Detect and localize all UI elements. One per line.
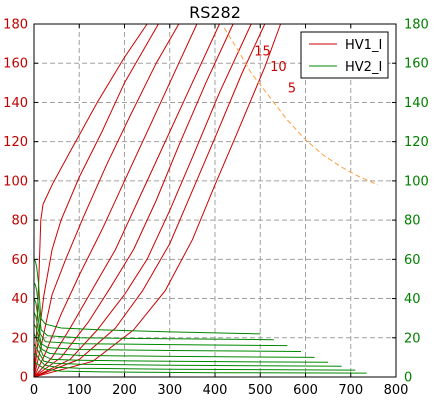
hv1-curve-4 xyxy=(33,23,198,378)
y-tick-label-right: 20 xyxy=(404,331,421,346)
x-tick-label: 400 xyxy=(203,383,228,398)
x-tick-label: 800 xyxy=(384,383,409,398)
hv1-curve-8 xyxy=(33,23,266,378)
y-tick-label-left: 0 xyxy=(20,371,28,386)
hv2-curve-8 xyxy=(33,353,356,371)
y-tick-label-left: 180 xyxy=(3,18,28,33)
curve-annotation: 15 xyxy=(254,44,271,59)
y-tick-label-left: 20 xyxy=(11,331,28,346)
y-tick-label-right: 60 xyxy=(404,253,421,268)
chart-title: RS282 xyxy=(189,3,241,22)
y-tick-label-left: 100 xyxy=(3,174,28,189)
legend-label: HV2_I xyxy=(345,60,382,75)
power-limit-curve xyxy=(223,27,379,186)
hv2-curve-5 xyxy=(33,323,315,358)
y-tick-label-right: 40 xyxy=(404,292,421,307)
y-tick-label-left: 40 xyxy=(11,292,28,307)
x-tick-label: 300 xyxy=(157,383,182,398)
hv1-curve-3 xyxy=(33,23,180,378)
legend-label: HV1_I xyxy=(345,38,382,53)
hv2-curve-9 xyxy=(33,360,367,374)
hv2-curve-2 xyxy=(33,282,274,341)
y-tick-label-right: 0 xyxy=(404,371,412,386)
y-tick-label-right: 180 xyxy=(404,18,429,33)
hv1-curve-2 xyxy=(33,23,159,378)
curve-annotation: 5 xyxy=(288,82,296,97)
series-layer xyxy=(33,23,379,378)
legend-box xyxy=(300,31,389,79)
hv1-curve-9 xyxy=(33,23,282,378)
x-tick-label: 100 xyxy=(67,383,92,398)
x-tick-label: 700 xyxy=(338,383,363,398)
legend: HV1_I HV2_I xyxy=(300,31,389,79)
hv2-curve-6 xyxy=(33,333,329,363)
y-tick-label-left: 160 xyxy=(3,57,28,72)
hv1-curve-5 xyxy=(33,23,220,378)
y-tick-label-right: 160 xyxy=(404,57,429,72)
y-tick-label-right: 100 xyxy=(404,174,429,189)
y-tick-label-left: 60 xyxy=(11,253,28,268)
x-tick-label: 500 xyxy=(248,383,273,398)
y-tick-label-right: 140 xyxy=(404,96,429,111)
y-tick-label-right: 80 xyxy=(404,214,421,229)
y-tick-label-right: 120 xyxy=(404,135,429,150)
hv1-curve-6 xyxy=(33,23,234,378)
y-tick-label-left: 80 xyxy=(11,214,28,229)
hv1-curve-7 xyxy=(33,23,252,378)
hv2-curve-3 xyxy=(33,298,288,347)
hv2-curve-7 xyxy=(33,343,342,367)
hv2-curve-1 xyxy=(33,259,261,335)
y-tick-label-left: 120 xyxy=(3,135,28,150)
x-tick-label: 600 xyxy=(293,383,318,398)
y-tick-label-left: 140 xyxy=(3,96,28,111)
x-tick-label: 0 xyxy=(30,383,38,398)
curve-annotation: 10 xyxy=(270,60,287,75)
hv2-curve-4 xyxy=(33,312,302,352)
x-tick-label: 200 xyxy=(112,383,137,398)
